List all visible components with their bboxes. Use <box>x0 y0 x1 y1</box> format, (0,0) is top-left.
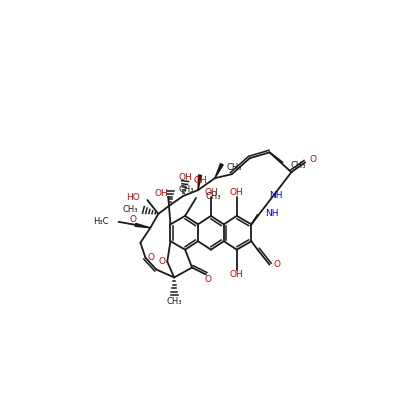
Polygon shape <box>215 164 223 178</box>
Text: O: O <box>274 260 280 269</box>
Text: NH: NH <box>270 191 283 200</box>
Text: O: O <box>204 275 212 284</box>
Text: OH: OH <box>204 188 218 196</box>
Text: OH: OH <box>230 270 244 279</box>
Text: CH₃: CH₃ <box>206 192 222 200</box>
Text: NH: NH <box>266 210 279 218</box>
Text: H₃C: H₃C <box>93 217 109 226</box>
Text: CH₃: CH₃ <box>178 184 194 194</box>
Text: O: O <box>159 257 166 266</box>
Text: OH: OH <box>193 176 207 185</box>
Text: O: O <box>130 215 137 224</box>
Text: OH: OH <box>178 173 192 182</box>
Text: O: O <box>309 155 316 164</box>
Text: HO: HO <box>126 192 140 202</box>
Text: CH₃: CH₃ <box>123 206 138 214</box>
Polygon shape <box>198 175 202 190</box>
Text: CH₃: CH₃ <box>166 297 182 306</box>
Text: O: O <box>148 253 155 262</box>
Text: OH: OH <box>230 188 244 196</box>
Text: OH: OH <box>154 188 168 198</box>
Text: CH₃: CH₃ <box>227 163 242 172</box>
Text: CH₃: CH₃ <box>290 161 306 170</box>
Polygon shape <box>135 223 150 228</box>
